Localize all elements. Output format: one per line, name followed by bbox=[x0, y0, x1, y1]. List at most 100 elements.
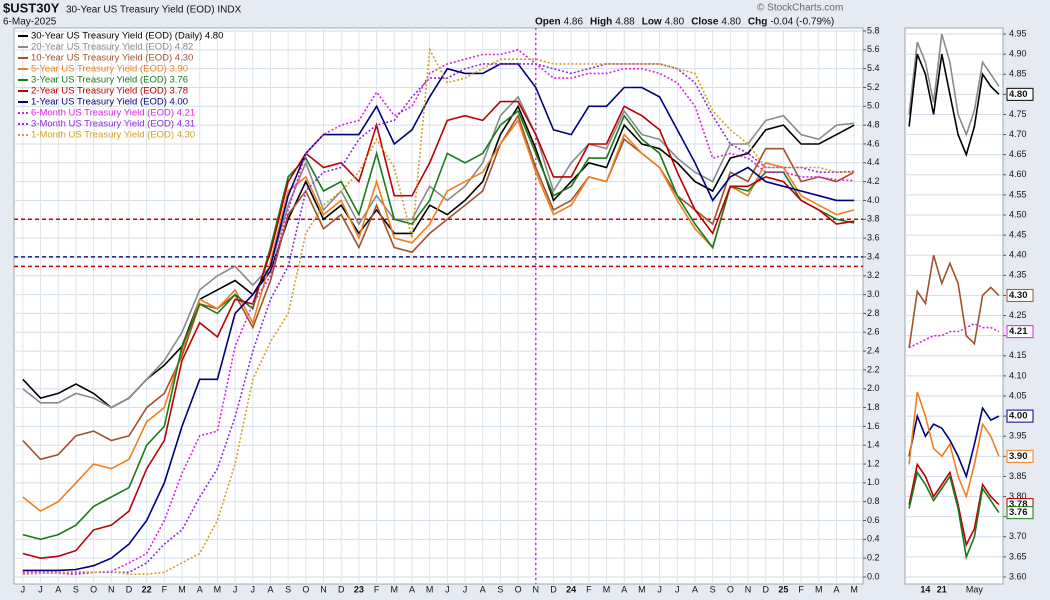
x-tick-label: J bbox=[675, 584, 680, 594]
x-tick-label: O bbox=[515, 584, 522, 594]
x-tick-label: M bbox=[815, 584, 823, 594]
legend-label: 5-Year US Treasury Yield (EOD) 3.90 bbox=[31, 64, 188, 75]
series-line bbox=[908, 33, 1000, 137]
legend-label: 6-Month US Treasury Yield (EOD) 4.21 bbox=[31, 108, 195, 119]
y-tick-label: 0.2 bbox=[867, 553, 880, 563]
watermark: © StockCharts.com bbox=[757, 3, 843, 14]
y-tick-label: 4.65 bbox=[1009, 149, 1027, 159]
x-tick-label: F bbox=[162, 584, 168, 594]
x-tick-label: S bbox=[73, 584, 79, 594]
x-tick-label: F bbox=[798, 584, 804, 594]
quote-label: Close bbox=[691, 17, 719, 28]
symbol: $UST30Y bbox=[3, 0, 60, 15]
y-tick-label: 2.4 bbox=[867, 345, 880, 355]
x-tick-label: M bbox=[638, 584, 646, 594]
y-tick-label: 3.65 bbox=[1009, 551, 1027, 561]
y-tick-label: 3.85 bbox=[1009, 471, 1027, 481]
y-tick-label: 5.6 bbox=[867, 44, 880, 54]
series-line bbox=[908, 53, 1000, 158]
x-tick-label: 21 bbox=[937, 584, 947, 594]
y-tick-label: 4.2 bbox=[867, 176, 880, 186]
y-tick-label: 4.25 bbox=[1009, 310, 1027, 320]
x-tick-label: O bbox=[302, 584, 309, 594]
x-tick-label: M bbox=[850, 584, 858, 594]
series-line bbox=[22, 100, 855, 560]
series-line bbox=[908, 254, 1000, 348]
y-tick-label: 1.6 bbox=[867, 421, 880, 431]
price-label: 4.80 bbox=[1009, 89, 1028, 100]
quote-value: 4.80 bbox=[665, 17, 685, 28]
y-tick-label: 1.0 bbox=[867, 477, 880, 487]
y-tick-label: 4.60 bbox=[1009, 169, 1027, 179]
y-tick-label: 4.70 bbox=[1009, 129, 1027, 139]
y-tick-label: 2.8 bbox=[867, 308, 880, 318]
x-tick-label: O bbox=[727, 584, 734, 594]
x-tick-label: J bbox=[21, 584, 26, 594]
y-tick-label: 3.95 bbox=[1009, 431, 1027, 441]
x-tick-label: 25 bbox=[778, 584, 788, 594]
x-tick-label: 24 bbox=[566, 584, 576, 594]
x-tick-label: S bbox=[710, 584, 716, 594]
series-line bbox=[22, 63, 855, 572]
y-tick-label: 1.2 bbox=[867, 458, 880, 468]
price-label: 3.78 bbox=[1009, 499, 1028, 510]
x-tick-label: A bbox=[621, 584, 627, 594]
y-tick-label: 4.0 bbox=[867, 195, 880, 205]
x-tick-label: N bbox=[745, 584, 752, 594]
y-tick-label: 4.15 bbox=[1009, 350, 1027, 360]
y-tick-label: 5.2 bbox=[867, 82, 880, 92]
legend-label: 1-Month US Treasury Yield (EOD) 4.30 bbox=[31, 130, 195, 141]
series-line bbox=[22, 113, 855, 461]
legend-label: 3-Month US Treasury Yield (EOD) 4.31 bbox=[31, 119, 195, 130]
description: 30-Year US Treasury Yield (EOD) INDX bbox=[66, 5, 242, 16]
y-tick-label: 3.6 bbox=[867, 232, 880, 242]
series-line bbox=[908, 462, 1000, 548]
y-tick-label: 3.4 bbox=[867, 251, 880, 261]
y-tick-label: 0.6 bbox=[867, 515, 880, 525]
x-tick-label: M bbox=[603, 584, 611, 594]
x-tick-label: A bbox=[197, 584, 203, 594]
y-tick-label: 5.4 bbox=[867, 63, 880, 73]
series-line bbox=[22, 104, 855, 409]
price-label-box bbox=[1006, 449, 1034, 463]
x-tick-label: M bbox=[214, 584, 222, 594]
quote-value: -0.04 (-0.79%) bbox=[770, 17, 834, 28]
x-tick-label: N bbox=[108, 584, 115, 594]
main-panel bbox=[13, 27, 864, 585]
legend-label: 10-Year US Treasury Yield (EOD) 4.30 bbox=[31, 53, 193, 64]
price-label-box bbox=[1006, 506, 1034, 520]
x-tick-label: A bbox=[409, 584, 415, 594]
series-line bbox=[22, 63, 855, 576]
price-label: 3.90 bbox=[1009, 451, 1028, 462]
y-tick-label: 3.2 bbox=[867, 270, 880, 280]
y-tick-label: 4.55 bbox=[1009, 189, 1027, 199]
y-tick-label: 4.45 bbox=[1009, 229, 1027, 239]
series-line bbox=[22, 109, 855, 541]
y-tick-label: 3.60 bbox=[1009, 571, 1027, 581]
x-tick-label: D bbox=[550, 584, 557, 594]
x-tick-label: 23 bbox=[354, 584, 364, 594]
y-tick-label: 4.4 bbox=[867, 157, 880, 167]
x-tick-label: S bbox=[497, 584, 503, 594]
series-line bbox=[908, 322, 1000, 349]
x-tick-label: J bbox=[463, 584, 468, 594]
legend-label: 1-Year US Treasury Yield (EOD) 4.00 bbox=[31, 97, 188, 108]
y-tick-label: 0.0 bbox=[867, 571, 880, 581]
y-tick-label: 3.8 bbox=[867, 214, 880, 224]
price-label: 4.21 bbox=[1009, 326, 1028, 337]
quote-label: Low bbox=[642, 17, 662, 28]
series-line bbox=[22, 95, 855, 409]
price-label-box bbox=[1006, 288, 1034, 302]
y-tick-label: 0.8 bbox=[867, 496, 880, 506]
x-tick-label: J bbox=[233, 584, 238, 594]
x-tick-label: J bbox=[251, 584, 256, 594]
y-tick-label: 0.4 bbox=[867, 534, 880, 544]
price-label: 4.30 bbox=[1009, 290, 1028, 301]
x-tick-label: N bbox=[320, 584, 327, 594]
price-label: 4.00 bbox=[1009, 411, 1028, 422]
price-label-box bbox=[1006, 409, 1034, 423]
quote-label: High bbox=[590, 17, 612, 28]
y-tick-label: 2.0 bbox=[867, 383, 880, 393]
x-tick-label: J bbox=[445, 584, 450, 594]
